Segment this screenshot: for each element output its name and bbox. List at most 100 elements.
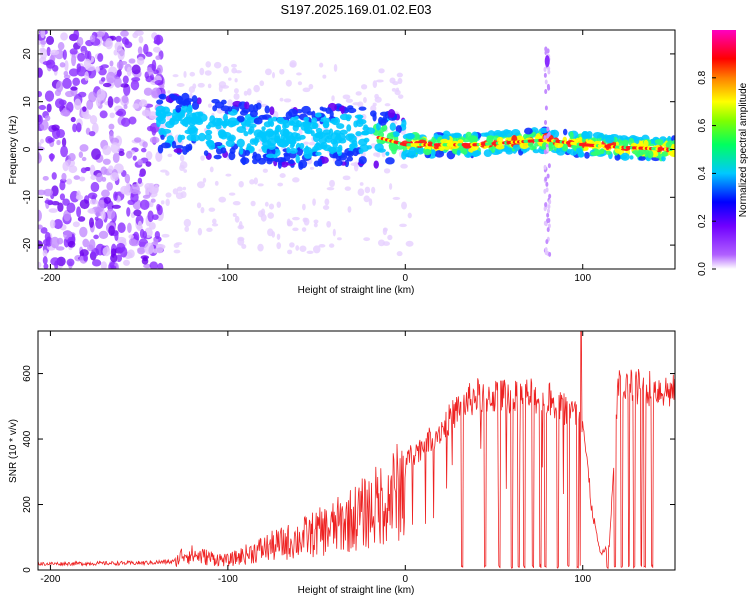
heatmap-cell xyxy=(400,163,408,169)
heatmap-cell xyxy=(141,147,147,153)
colorbar-tick-label: 0.2 xyxy=(697,214,708,228)
heatmap-cell xyxy=(329,179,335,188)
heatmap-cell xyxy=(267,212,275,219)
heatmap-cell xyxy=(38,104,47,111)
heatmap-cell xyxy=(130,192,139,203)
heatmap-cell xyxy=(147,69,154,76)
heatmap-cell xyxy=(38,114,43,125)
heatmap-cell xyxy=(167,153,173,158)
heatmap-cell xyxy=(309,166,315,170)
heatmap-cell xyxy=(172,74,179,78)
heatmap-cell xyxy=(71,54,77,67)
heatmap-cell xyxy=(82,113,92,120)
top-x-axis: -200 -100 0 100 xyxy=(40,30,592,284)
heatmap-cell xyxy=(243,90,248,96)
heatmap-cell xyxy=(40,39,47,45)
heatmap-cell xyxy=(171,140,177,149)
heatmap-cell xyxy=(263,121,272,128)
heatmap-cell xyxy=(312,133,320,143)
top-x-tick-label: -100 xyxy=(218,273,238,284)
heatmap-cell xyxy=(279,68,285,75)
heatmap-cell xyxy=(137,220,143,231)
heatmap-cell xyxy=(257,183,264,187)
heatmap-cell xyxy=(354,114,364,119)
heatmap-cell xyxy=(549,129,556,136)
heatmap-cell xyxy=(368,198,373,206)
heatmap-cell xyxy=(106,71,116,84)
heatmap-cell xyxy=(340,105,345,115)
heatmap-cell xyxy=(151,87,162,98)
heatmap-cell xyxy=(387,234,393,241)
heatmap-cell xyxy=(167,90,171,94)
heatmap-cell xyxy=(211,223,219,227)
heatmap-cell xyxy=(137,159,143,166)
heatmap-cell xyxy=(313,222,318,228)
colorbar-label: Normalized spectral amplitude xyxy=(738,82,749,217)
heatmap-cell xyxy=(546,218,550,224)
heatmap-cell xyxy=(56,139,61,146)
heatmap-cell xyxy=(342,175,351,181)
heatmap-cell xyxy=(236,138,245,148)
heatmap-cell xyxy=(358,138,368,147)
heatmap-cell xyxy=(142,256,148,262)
heatmap-cell xyxy=(148,111,158,120)
heatmap-cell xyxy=(246,88,252,96)
heatmap-cell xyxy=(373,160,379,169)
heatmap-cell xyxy=(49,49,60,56)
heatmap-cell xyxy=(38,67,43,78)
heatmap-cell xyxy=(358,156,367,165)
heatmap-cell xyxy=(59,62,66,68)
heatmap-cell xyxy=(165,120,175,129)
heatmap-cell xyxy=(117,222,126,234)
heatmap-cell xyxy=(285,79,292,87)
heatmap-cell xyxy=(78,151,84,159)
heatmap-cell xyxy=(324,198,330,206)
heatmap-cell xyxy=(114,41,123,52)
colorbar-tick-label: 0.6 xyxy=(697,118,708,132)
heatmap-cell xyxy=(283,139,290,147)
heatmap-cell xyxy=(161,106,170,115)
heatmap-cell xyxy=(234,215,240,223)
heatmap-cell xyxy=(38,209,42,222)
heatmap-cell xyxy=(220,147,227,154)
heatmap-cell xyxy=(496,136,504,143)
heatmap-cell xyxy=(100,261,107,269)
heatmap-cell xyxy=(286,146,291,154)
heatmap-cell xyxy=(196,97,202,105)
heatmap-cell xyxy=(212,218,217,224)
heatmap-cell xyxy=(575,147,583,154)
heatmap-cell xyxy=(151,126,157,136)
heatmap-cell xyxy=(268,203,275,210)
heatmap-cell xyxy=(605,150,612,155)
heatmap-cell xyxy=(118,151,125,157)
top-y-tick-label: 10 xyxy=(22,96,33,108)
heatmap-cell xyxy=(296,72,302,76)
heatmap-cell xyxy=(250,200,256,207)
heatmap-cell xyxy=(566,148,572,154)
heatmap-cell xyxy=(208,141,216,150)
heatmap-cell xyxy=(182,186,187,191)
colorbar-tick-label: 0.4 xyxy=(697,166,708,180)
heatmap-cell xyxy=(76,206,82,218)
heatmap-cell xyxy=(123,104,128,110)
heatmap-cell xyxy=(543,67,547,73)
heatmap-cell xyxy=(69,48,78,55)
heatmap-cell xyxy=(313,219,319,224)
heatmap-cell xyxy=(131,64,141,75)
heatmap-cell xyxy=(399,223,407,228)
heatmap-cell xyxy=(46,35,55,45)
heatmap-cell xyxy=(95,31,105,38)
heatmap-cell xyxy=(232,200,241,206)
heatmap-cell xyxy=(40,227,48,234)
heatmap-cell xyxy=(255,102,262,110)
heatmap-cell xyxy=(38,146,45,152)
heatmap-cell xyxy=(287,220,293,227)
heatmap-cell xyxy=(218,196,227,203)
heatmap-cell xyxy=(355,91,362,96)
heatmap-cell xyxy=(527,142,534,148)
heatmap-cell xyxy=(93,234,99,240)
heatmap-cell xyxy=(326,220,332,228)
heatmap-cell xyxy=(253,117,263,125)
heatmap-cell xyxy=(249,179,255,185)
heatmap-cell xyxy=(336,123,345,129)
